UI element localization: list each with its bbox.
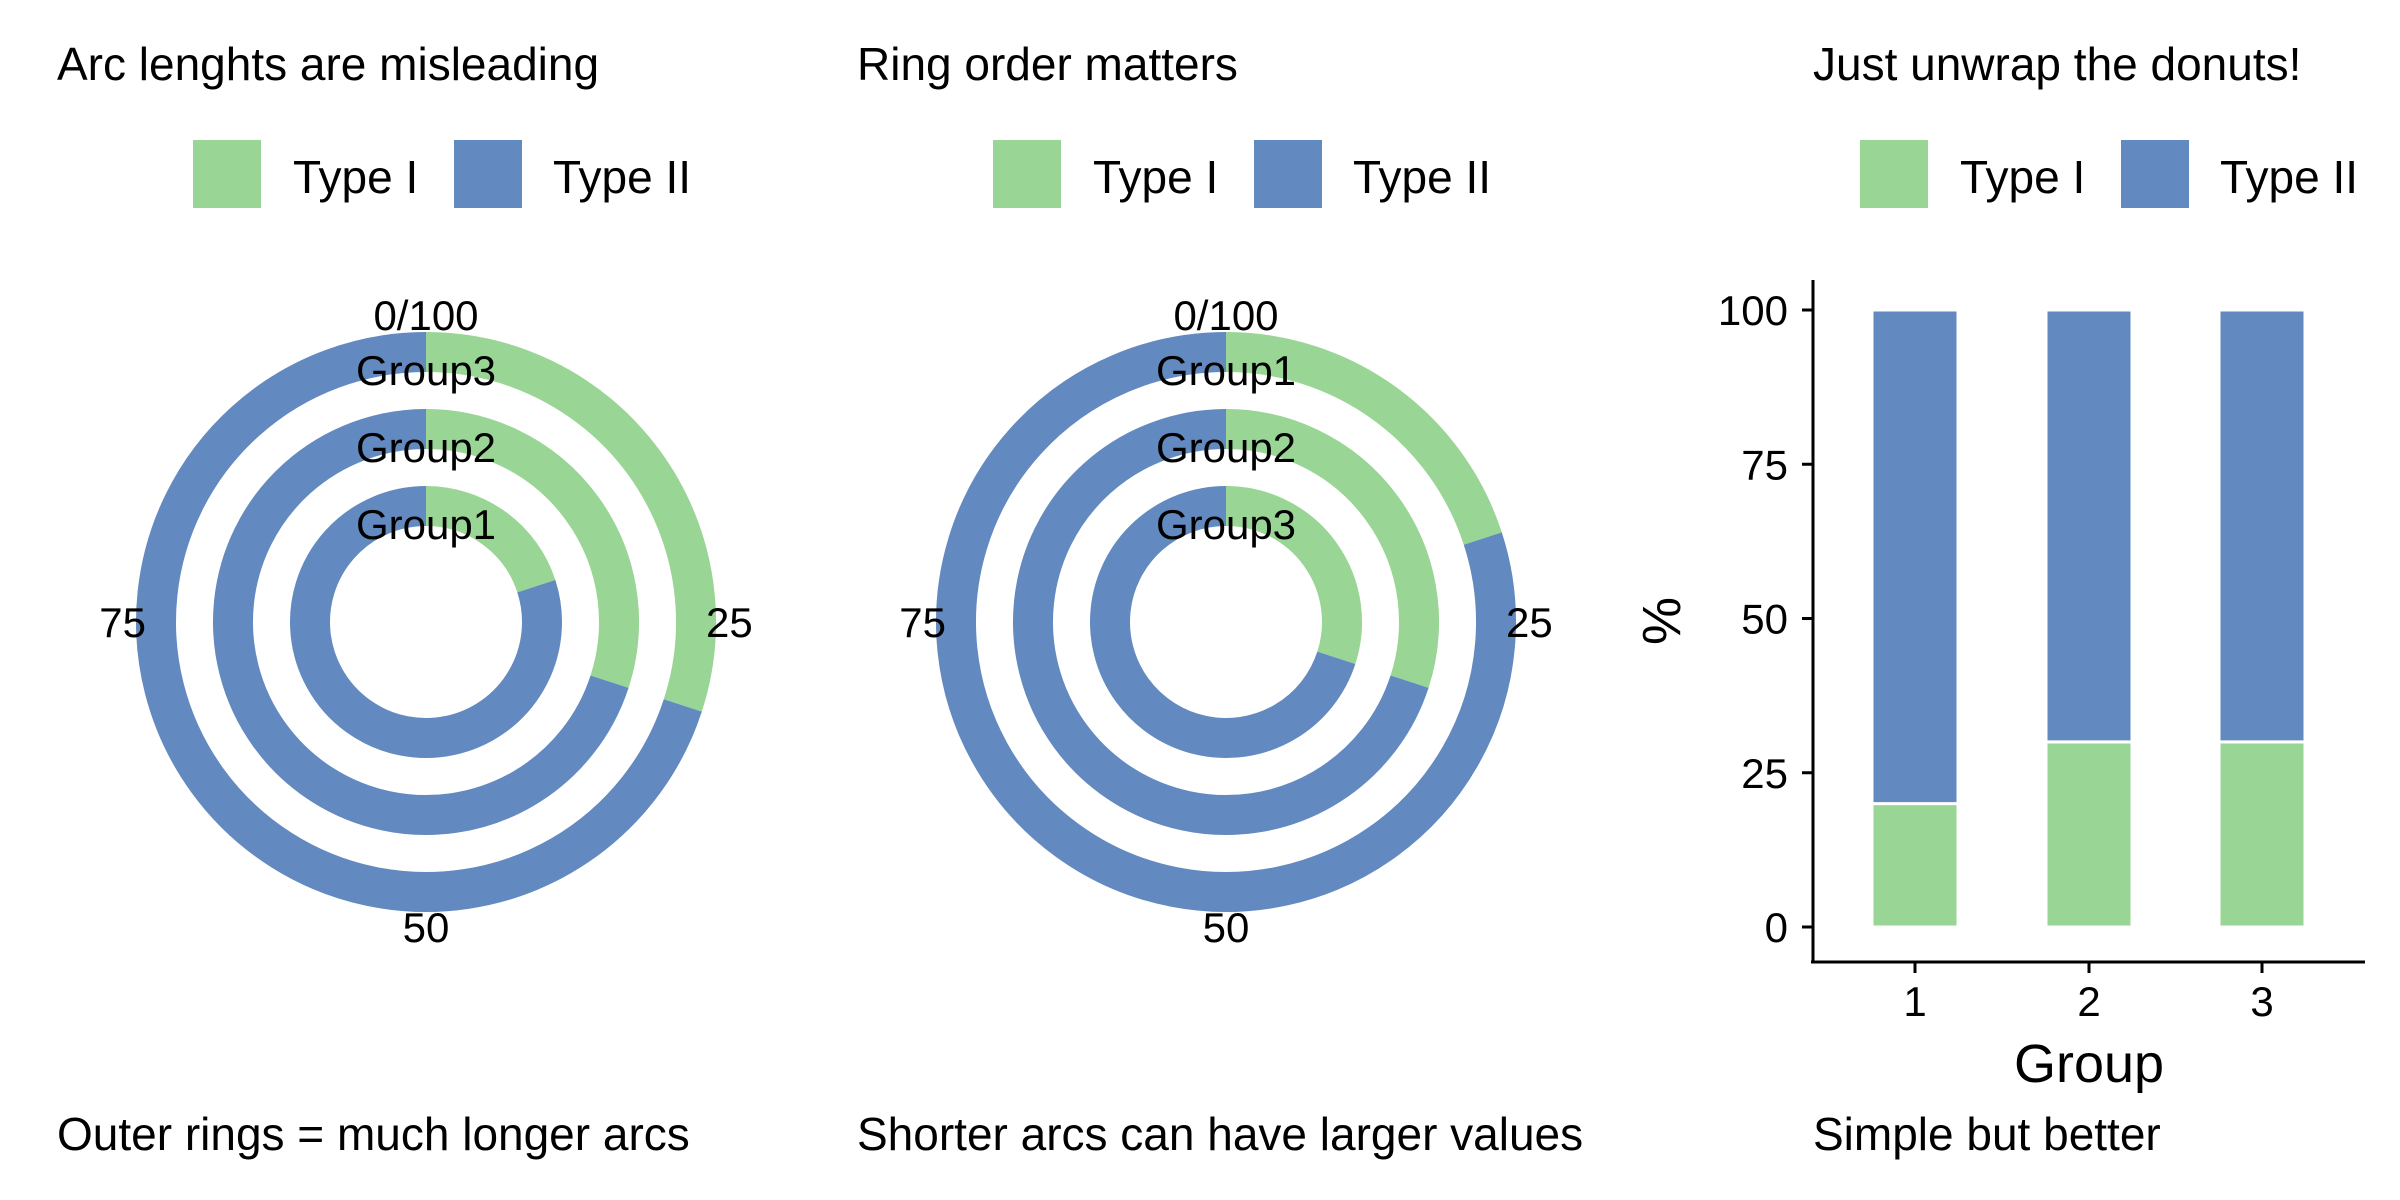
arc-type-1-group2 [1225,409,1439,688]
arc-type-2-group1 [290,486,562,758]
ring-label-inner: Group1 [356,501,496,548]
donut-chart-2 [936,332,1516,912]
angle-tick-0-100: 0/100 [1173,292,1278,339]
panel-1-ring-labels: Group3 Group2 Group1 [356,347,496,548]
y-tick-label-100: 100 [1718,287,1788,334]
y-axis: 0 25 50 75 100 % [1632,280,1815,962]
y-axis-title: % [1632,597,1692,645]
bar-group-2-type-1 [2044,740,2134,929]
arc-type-1-group1 [1225,332,1502,545]
panel-ring-order: Ring order matters Type I Type II 0/100 … [857,38,1583,1160]
y-ticks: 0 25 50 75 100 [1718,287,1813,951]
panel-2-angle-ticks: 0/100 25 50 75 [899,292,1552,951]
angle-tick-0-100: 0/100 [373,292,478,339]
ring-label-inner: Group3 [1156,501,1296,548]
angle-tick-75: 75 [99,599,146,646]
x-tick-label-2: 2 [2077,978,2100,1025]
bar-group-3-type-1 [2217,740,2307,929]
legend-swatch-type-2 [1254,140,1322,208]
y-tick-label-25: 25 [1741,750,1788,797]
legend-label-type-2: Type II [553,151,691,203]
panel-3-caption: Simple but better [1813,1108,2161,1160]
x-axis: 1 2 3 Group [1811,960,2365,1094]
panel-2-title: Ring order matters [857,38,1238,90]
bar-group-1-type-2 [1870,308,1960,806]
bar-group-3-type-2 [2217,308,2307,744]
panel-arc-lengths: Arc lenghts are misleading Type I Type I… [57,38,753,1160]
x-tick-label-3: 3 [2250,978,2273,1025]
ring-label-outer: Group1 [1156,347,1296,394]
arc-type-1-group2 [425,409,639,688]
panel-3-legend: Type I Type II [1860,140,2358,208]
stacked-bar-area [1870,308,2307,929]
panel-2-caption: Shorter arcs can have larger values [857,1108,1583,1160]
legend-label-type-1: Type I [1960,151,2085,203]
legend-label-type-2: Type II [1353,151,1491,203]
legend-swatch-type-1 [193,140,261,208]
panel-1-legend: Type I Type II [193,140,691,208]
angle-tick-50: 50 [403,904,450,951]
panel-1-title: Arc lenghts are misleading [57,38,599,90]
arc-type-1-group3 [425,332,716,712]
y-tick-label-0: 0 [1765,904,1788,951]
arc-type-2-group2 [213,409,629,835]
legend-swatch-type-1 [993,140,1061,208]
legend-swatch-type-1 [1860,140,1928,208]
panel-2-ring-labels: Group1 Group2 Group3 [1156,347,1296,548]
x-tick-label-1: 1 [1903,978,1926,1025]
y-tick-label-50: 50 [1741,596,1788,643]
donut-chart-1 [136,332,716,912]
legend-label-type-1: Type I [293,151,418,203]
legend-swatch-type-2 [454,140,522,208]
legend-label-type-2: Type II [2220,151,2358,203]
panel-stacked-bars: Just unwrap the donuts! Type I Type II 0… [1632,38,2365,1160]
panel-1-caption: Outer rings = much longer arcs [57,1108,690,1160]
legend-swatch-type-2 [2121,140,2189,208]
arc-type-1-group1 [425,486,556,593]
panel-2-legend: Type I Type II [993,140,1491,208]
angle-tick-50: 50 [1203,904,1250,951]
angle-tick-25: 25 [706,599,753,646]
ring-label-outer: Group3 [356,347,496,394]
angle-tick-75: 75 [899,599,946,646]
arc-type-1-group3 [1225,486,1362,665]
ring-label-middle: Group2 [1156,424,1296,471]
angle-tick-25: 25 [1506,599,1553,646]
panel-1-angle-ticks: 0/100 25 50 75 [99,292,752,951]
arc-type-2-group3 [1090,486,1356,758]
bar-group-2-type-2 [2044,308,2134,744]
x-ticks: 1 2 3 [1903,962,2274,1025]
arc-type-2-group1 [936,332,1516,912]
legend-label-type-1: Type I [1093,151,1218,203]
arc-type-2-group2 [1013,409,1429,835]
y-tick-label-75: 75 [1741,441,1788,488]
x-axis-title: Group [2014,1034,2164,1094]
arc-type-2-group3 [136,332,702,912]
bar-group-1-type-1 [1870,802,1960,929]
ring-label-middle: Group2 [356,424,496,471]
panel-3-title: Just unwrap the donuts! [1813,38,2301,90]
